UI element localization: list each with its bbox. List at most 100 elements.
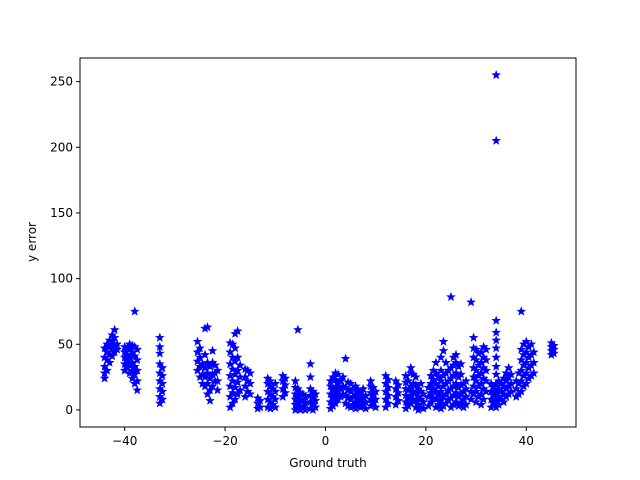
data-point — [230, 394, 240, 404]
data-point — [549, 344, 559, 354]
data-point — [310, 395, 321, 405]
data-point — [501, 368, 511, 378]
data-point — [155, 358, 165, 369]
data-point — [481, 365, 491, 375]
data-point — [491, 70, 501, 80]
data-point — [205, 395, 215, 405]
data-point — [202, 378, 213, 388]
data-point — [245, 389, 255, 399]
x-tick-label: −40 — [112, 434, 137, 448]
data-point — [358, 383, 368, 393]
data-point — [195, 343, 205, 353]
data-point — [506, 369, 517, 379]
data-point — [310, 402, 321, 412]
data-point — [416, 378, 426, 388]
data-point — [102, 365, 112, 375]
data-point — [411, 372, 421, 382]
data-point — [516, 376, 527, 386]
data-point — [529, 347, 539, 357]
data-point — [270, 386, 281, 396]
x-tick-label: 0 — [322, 434, 330, 448]
data-point — [471, 376, 481, 386]
data-point — [212, 376, 223, 386]
data-point — [438, 336, 449, 346]
data-point — [365, 376, 376, 386]
data-point — [104, 357, 115, 367]
x-tick-label: 20 — [418, 434, 433, 448]
data-point — [129, 361, 140, 371]
data-point — [456, 358, 466, 369]
data-point — [210, 360, 220, 370]
plot-frame — [79, 57, 577, 428]
data-point — [471, 344, 481, 354]
data-point — [157, 378, 168, 388]
data-point — [516, 365, 527, 375]
data-point — [227, 387, 238, 397]
data-point — [466, 297, 476, 307]
data-point — [345, 378, 356, 388]
data-point — [207, 345, 218, 355]
data-point — [491, 315, 501, 325]
data-point — [471, 386, 481, 396]
data-point — [436, 386, 446, 396]
data-point — [212, 385, 223, 395]
data-point — [370, 394, 381, 404]
data-point — [441, 357, 451, 367]
data-point — [227, 364, 238, 374]
data-point — [280, 373, 291, 383]
data-point — [516, 354, 527, 365]
data-point — [270, 394, 281, 404]
data-point — [461, 383, 471, 393]
data-point — [383, 374, 394, 384]
data-point — [503, 362, 514, 372]
y-axis-ticks: 0 50 100 150 200 250 — [50, 75, 80, 417]
y-axis-label: y error — [25, 222, 39, 262]
data-point — [270, 402, 281, 412]
data-point — [491, 352, 501, 362]
data-point — [481, 344, 491, 354]
data-point — [393, 387, 404, 397]
data-point — [157, 394, 168, 404]
data-point — [438, 345, 449, 355]
data-point — [529, 357, 539, 367]
data-point — [431, 357, 441, 367]
x-axis-label: Ground truth — [289, 456, 367, 470]
data-point — [451, 357, 461, 367]
data-point — [132, 354, 143, 365]
data-point — [132, 344, 143, 354]
data-point — [471, 365, 481, 375]
data-point — [310, 389, 321, 399]
data-point — [192, 336, 203, 346]
data-point — [232, 352, 243, 362]
data-point — [155, 341, 165, 351]
data-point — [132, 365, 143, 375]
data-point — [157, 370, 168, 380]
data-point — [481, 354, 491, 365]
data-point — [245, 378, 255, 388]
data-point — [280, 379, 291, 390]
data-point — [451, 387, 461, 397]
data-point — [280, 387, 291, 397]
data-point — [293, 324, 303, 334]
data-point — [491, 361, 501, 371]
data-point — [132, 385, 143, 395]
data-point — [461, 399, 471, 409]
data-point — [383, 398, 394, 408]
data-point — [451, 349, 461, 359]
data-point — [230, 382, 240, 392]
data-point — [112, 339, 122, 349]
data-point — [393, 395, 404, 405]
data-point — [212, 365, 223, 375]
data-point — [129, 351, 140, 361]
y-tick-label: 150 — [50, 206, 73, 220]
data-point — [451, 368, 461, 378]
data-point — [456, 369, 466, 379]
x-tick-label: −20 — [212, 434, 237, 448]
data-point — [471, 397, 481, 407]
data-point — [491, 343, 501, 353]
data-point — [370, 402, 381, 412]
x-tick-label: 40 — [519, 434, 534, 448]
data-point — [225, 381, 235, 391]
data-point — [446, 291, 456, 302]
data-point — [549, 348, 559, 358]
